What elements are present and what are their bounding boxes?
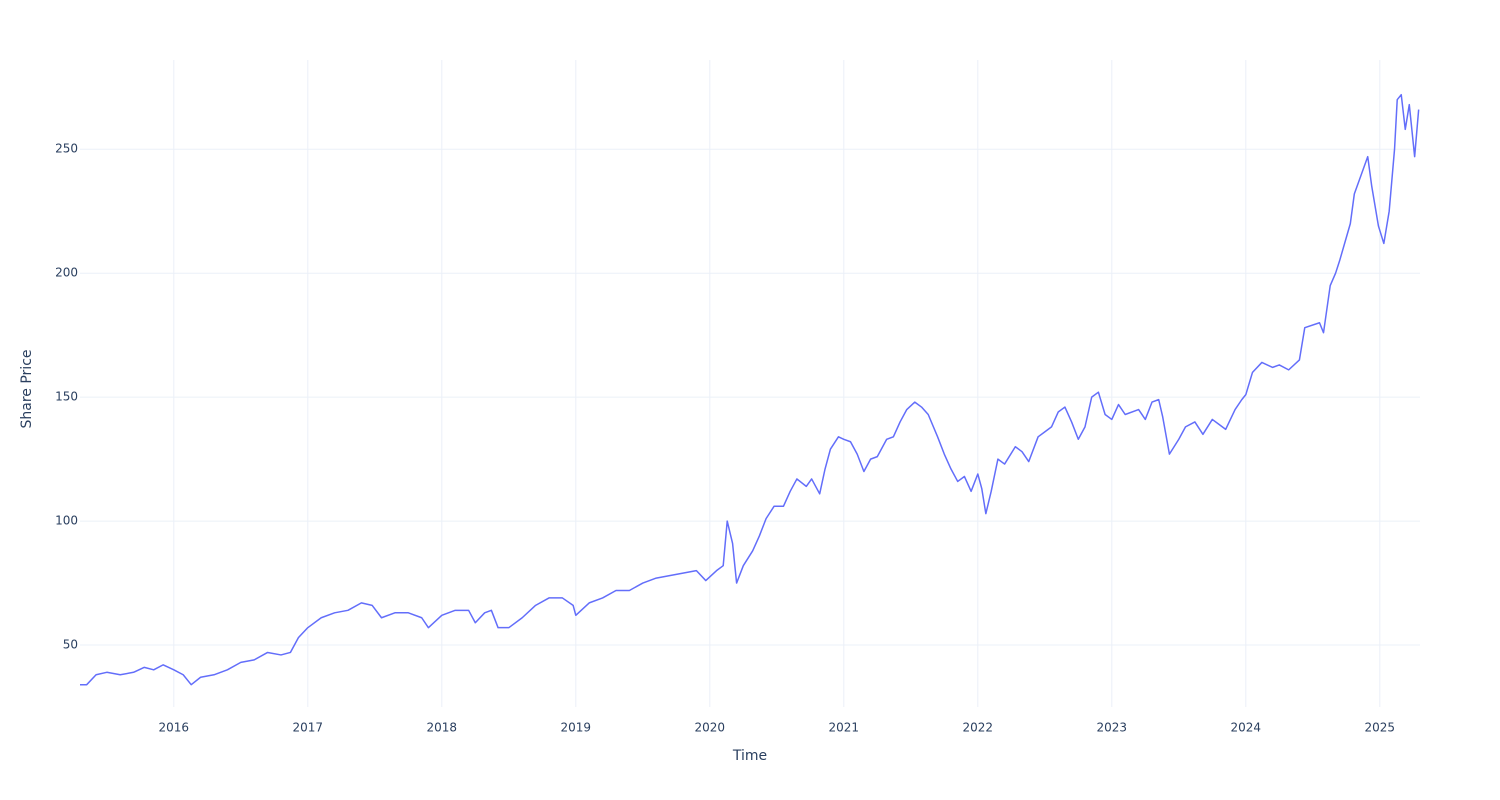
x-tick-label: 2023 <box>1097 721 1128 735</box>
x-tick-label: 2016 <box>159 721 190 735</box>
x-tick-label: 2020 <box>695 721 726 735</box>
price-line <box>80 93 1420 686</box>
x-tick-label: 2021 <box>829 721 860 735</box>
y-tick-label: 100 <box>55 514 78 528</box>
y-axis-title: Share Price <box>19 349 35 428</box>
grid <box>80 60 1420 707</box>
x-tick-label: 2019 <box>561 721 592 735</box>
y-tick-label: 50 <box>63 638 78 652</box>
x-tick-label: 2018 <box>427 721 458 735</box>
x-tick-label: 2017 <box>293 721 324 735</box>
x-axis-title: Time <box>732 748 767 764</box>
y-tick-label: 150 <box>55 390 78 404</box>
x-tick-label: 2025 <box>1365 721 1396 735</box>
y-tick-label: 200 <box>55 266 78 280</box>
x-tick-label: 2022 <box>963 721 994 735</box>
y-tick-label: 250 <box>55 142 78 156</box>
x-tick-label: 2024 <box>1231 721 1262 735</box>
